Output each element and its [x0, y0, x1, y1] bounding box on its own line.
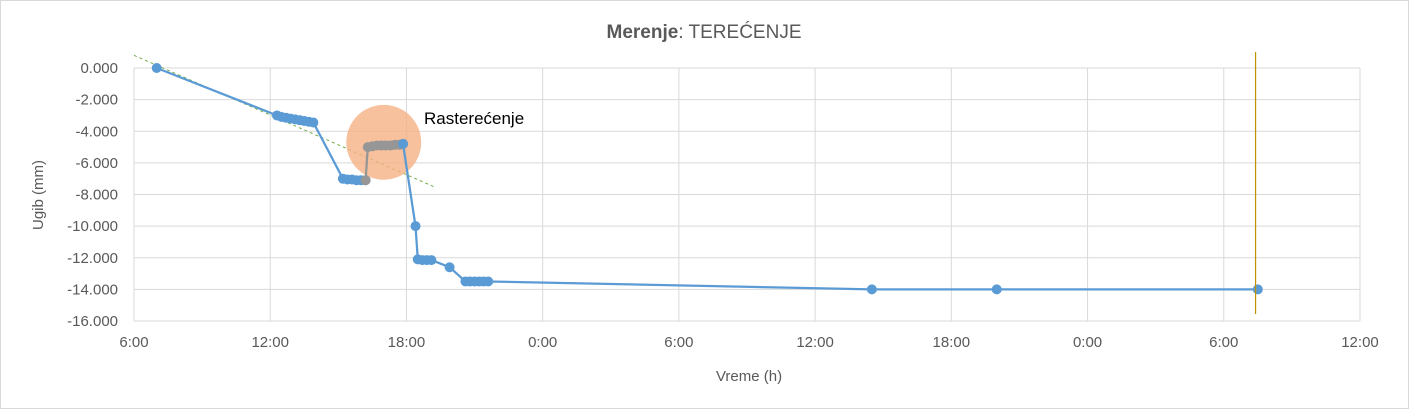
chart-title-bold: Merenje	[607, 22, 679, 43]
data-point	[444, 262, 455, 273]
y-tick-label: -8.000	[75, 187, 118, 204]
y-tick-labels: 0.000 -2.000 -4.000 -6.000 -8.000 -10.000 -12.…	[67, 60, 118, 330]
x-axis-title: Vreme (h)	[716, 368, 782, 385]
y-tick-label: -14.000	[67, 281, 118, 298]
x-tick-label: 12:00	[796, 334, 834, 351]
data-point	[151, 63, 162, 73]
grid-lines	[133, 67, 1361, 322]
data-point	[866, 284, 877, 295]
series-line	[401, 143, 1258, 291]
x-tick-label: 0:00	[1073, 334, 1102, 351]
chart-title: Merenje: TEREĆENJE	[607, 21, 802, 43]
annotation-label: Rasterećenje	[424, 109, 524, 128]
data-point	[398, 138, 409, 149]
x-tick-label: 6:00	[664, 334, 693, 351]
data-point	[360, 175, 371, 186]
data-point	[483, 276, 494, 287]
y-tick-label: -2.000	[75, 92, 118, 109]
data-point	[1252, 284, 1263, 295]
y-tick-label: -6.000	[75, 155, 118, 172]
y-tick-label: -16.000	[67, 313, 118, 330]
series-layer	[151, 63, 1263, 295]
data-point	[426, 255, 437, 266]
y-tick-label: -12.000	[67, 250, 118, 267]
data-point	[308, 117, 319, 128]
x-tick-label: 6:00	[119, 334, 148, 351]
y-tick-label: -10.000	[67, 218, 118, 235]
x-tick-label: 6:00	[1209, 334, 1238, 351]
x-tick-label: 12:00	[1341, 334, 1379, 351]
series-line	[156, 66, 366, 182]
chart-title-rest: : TEREĆENJE	[678, 21, 801, 43]
x-tick-label: 0:00	[528, 334, 557, 351]
x-tick-label: 12:00	[251, 334, 289, 351]
y-axis-title: Ugib (mm)	[30, 160, 47, 230]
y-tick-label: 0.000	[80, 60, 118, 77]
x-tick-label: 18:00	[933, 334, 971, 351]
x-tick-label: 18:00	[388, 334, 426, 351]
data-point	[410, 221, 421, 232]
x-tick-labels: 6:00 12:00 18:00 0:00 6:00 12:00 18:00 0:00 6:00…	[119, 334, 1378, 351]
data-point	[991, 284, 1002, 295]
y-tick-label: -4.000	[75, 123, 118, 140]
